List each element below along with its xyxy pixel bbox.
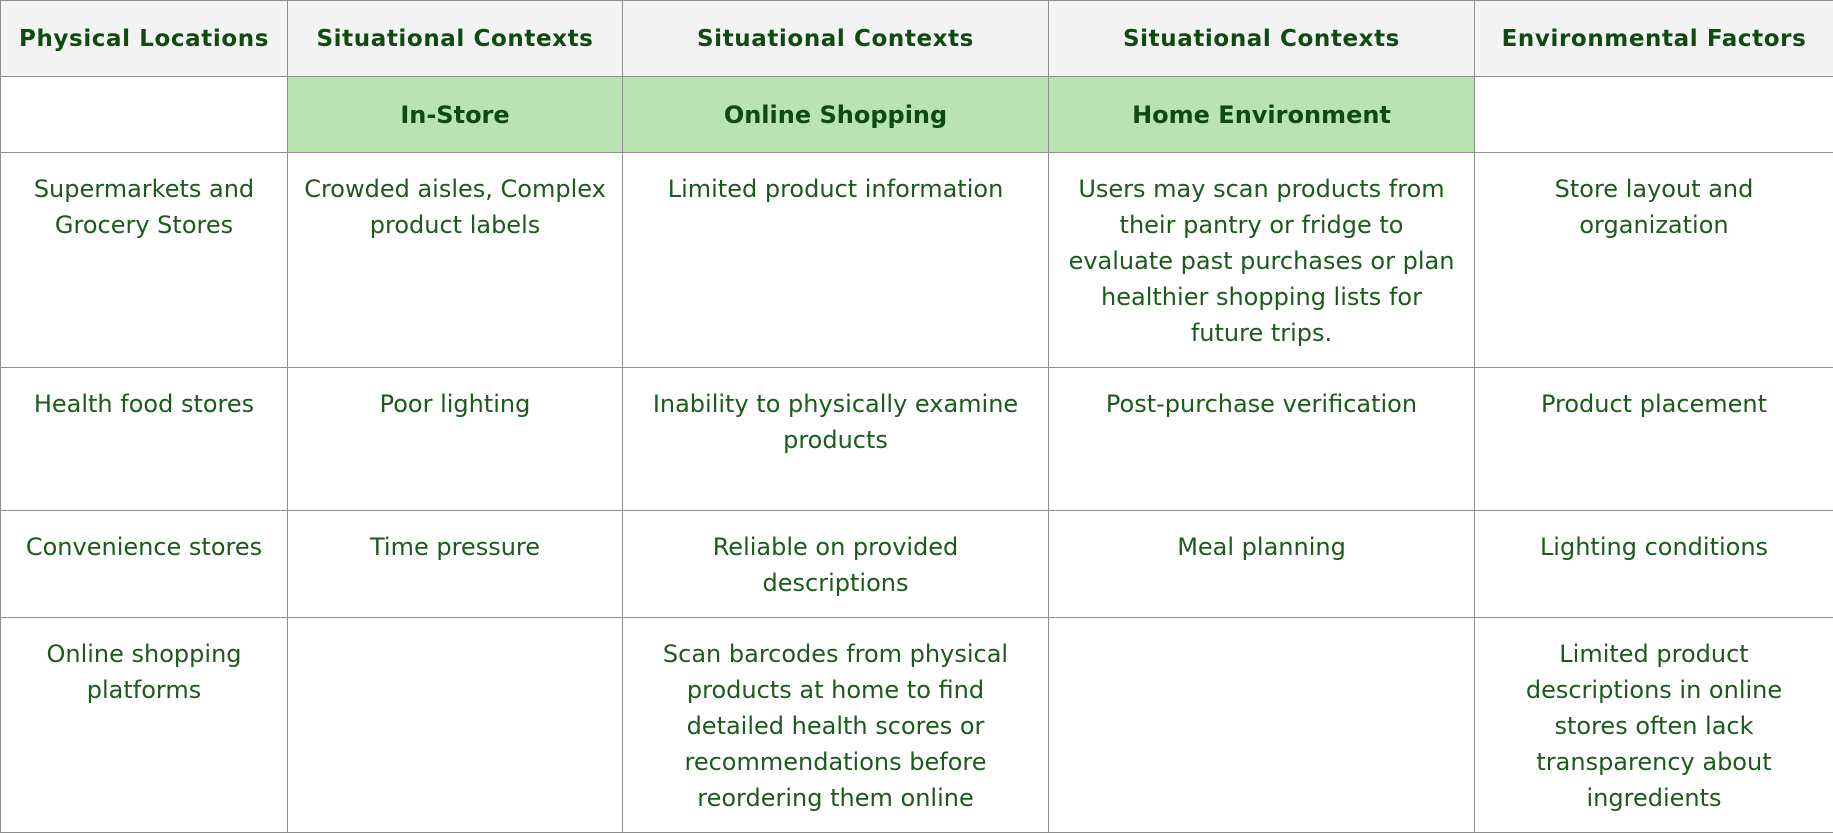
table-cell: Lighting conditions (1475, 511, 1833, 618)
table-row: Supermarkets and Grocery Stores Crowded … (1, 153, 1833, 368)
table-cell: Inability to physically examine products (623, 368, 1049, 511)
table-cell: Crowded aisles, Complex product labels (288, 153, 623, 368)
subheader-cell: In-Store (288, 77, 623, 153)
table-cell: Meal planning (1049, 511, 1475, 618)
table-cell (288, 618, 623, 833)
context-table-container: Physical Locations Situational Contexts … (0, 0, 1833, 708)
table-cell: Convenience stores (1, 511, 288, 618)
subheader-cell: Home Environment (1049, 77, 1475, 153)
table-cell: Limited product information (623, 153, 1049, 368)
table-cell: Time pressure (288, 511, 623, 618)
column-header: Situational Contexts (288, 1, 623, 77)
table-cell: Reliable on provided descriptions (623, 511, 1049, 618)
table-cell: Product placement (1475, 368, 1833, 511)
subheader-cell: Online Shopping (623, 77, 1049, 153)
column-header: Situational Contexts (1049, 1, 1475, 77)
subheader-cell (1, 77, 288, 153)
subheader-cell (1475, 77, 1833, 153)
column-header: Situational Contexts (623, 1, 1049, 77)
column-header: Environmental Factors (1475, 1, 1833, 77)
table-cell: Limited product descriptions in online s… (1475, 618, 1833, 833)
table-row: Online shopping platforms Scan barcodes … (1, 618, 1833, 833)
table-cell: Users may scan products from their pantr… (1049, 153, 1475, 368)
header-row: Physical Locations Situational Contexts … (1, 1, 1833, 77)
table-cell (1049, 618, 1475, 833)
table-cell: Scan barcodes from physical products at … (623, 618, 1049, 833)
table-cell: Supermarkets and Grocery Stores (1, 153, 288, 368)
table-cell: Post-purchase verification (1049, 368, 1475, 511)
subheader-row: In-Store Online Shopping Home Environmen… (1, 77, 1833, 153)
table-cell: Online shopping platforms (1, 618, 288, 833)
table-cell: Poor lighting (288, 368, 623, 511)
table-cell: Store layout and organization (1475, 153, 1833, 368)
column-header: Physical Locations (1, 1, 288, 77)
table-cell: Health food stores (1, 368, 288, 511)
table-row: Health food stores Poor lighting Inabili… (1, 368, 1833, 511)
table-row: Convenience stores Time pressure Reliabl… (1, 511, 1833, 618)
